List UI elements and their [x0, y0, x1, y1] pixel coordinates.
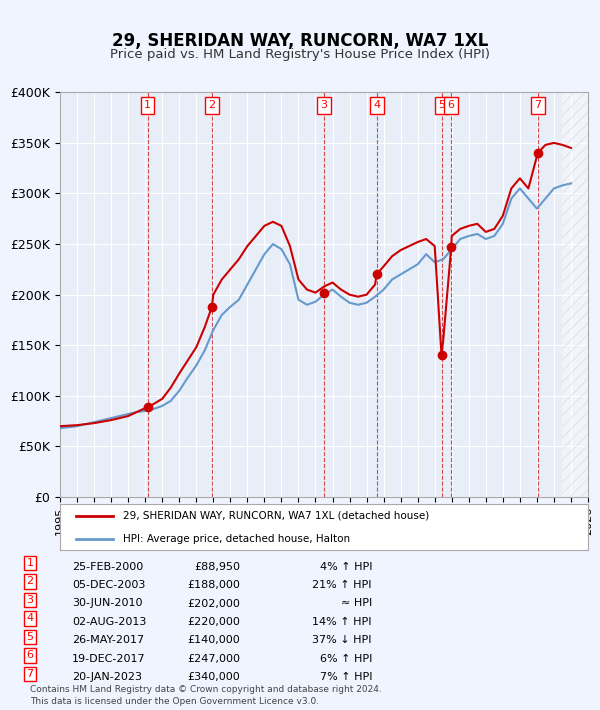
Text: 29, SHERIDAN WAY, RUNCORN, WA7 1XL (detached house): 29, SHERIDAN WAY, RUNCORN, WA7 1XL (deta…	[124, 510, 430, 520]
Text: ≈ HPI: ≈ HPI	[341, 599, 372, 608]
Text: 7: 7	[534, 100, 541, 110]
Text: 2: 2	[208, 100, 215, 110]
Text: 1: 1	[144, 100, 151, 110]
Text: 4% ↑ HPI: 4% ↑ HPI	[320, 562, 372, 572]
Text: 02-AUG-2013: 02-AUG-2013	[72, 617, 146, 627]
Text: 14% ↑ HPI: 14% ↑ HPI	[313, 617, 372, 627]
Text: 25-FEB-2000: 25-FEB-2000	[72, 562, 143, 572]
Text: £88,950: £88,950	[194, 562, 240, 572]
Text: 2: 2	[26, 577, 34, 586]
Text: £247,000: £247,000	[187, 654, 240, 664]
Text: 3: 3	[26, 595, 34, 605]
Text: 5: 5	[26, 632, 34, 642]
Text: 37% ↓ HPI: 37% ↓ HPI	[313, 635, 372, 645]
Text: 19-DEC-2017: 19-DEC-2017	[72, 654, 146, 664]
Text: 7: 7	[26, 669, 34, 679]
Text: 05-DEC-2003: 05-DEC-2003	[72, 580, 145, 590]
Text: HPI: Average price, detached house, Halton: HPI: Average price, detached house, Halt…	[124, 534, 350, 544]
Text: 26-MAY-2017: 26-MAY-2017	[72, 635, 144, 645]
Text: £188,000: £188,000	[187, 580, 240, 590]
Text: £220,000: £220,000	[187, 617, 240, 627]
Text: 20-JAN-2023: 20-JAN-2023	[72, 672, 142, 682]
Text: £202,000: £202,000	[187, 599, 240, 608]
Text: 5: 5	[438, 100, 445, 110]
Text: 3: 3	[320, 100, 328, 110]
Text: 7% ↑ HPI: 7% ↑ HPI	[320, 672, 372, 682]
Text: 29, SHERIDAN WAY, RUNCORN, WA7 1XL: 29, SHERIDAN WAY, RUNCORN, WA7 1XL	[112, 32, 488, 50]
Text: 30-JUN-2010: 30-JUN-2010	[72, 599, 143, 608]
Text: 6: 6	[448, 100, 455, 110]
Text: 6: 6	[26, 650, 34, 660]
Text: Contains HM Land Registry data © Crown copyright and database right 2024.
This d: Contains HM Land Registry data © Crown c…	[30, 685, 382, 706]
Text: 4: 4	[373, 100, 380, 110]
Text: 21% ↑ HPI: 21% ↑ HPI	[313, 580, 372, 590]
Text: Price paid vs. HM Land Registry's House Price Index (HPI): Price paid vs. HM Land Registry's House …	[110, 48, 490, 61]
Text: £340,000: £340,000	[187, 672, 240, 682]
Text: 4: 4	[26, 613, 34, 623]
Text: 6% ↑ HPI: 6% ↑ HPI	[320, 654, 372, 664]
Text: 1: 1	[26, 558, 34, 568]
Text: £140,000: £140,000	[187, 635, 240, 645]
